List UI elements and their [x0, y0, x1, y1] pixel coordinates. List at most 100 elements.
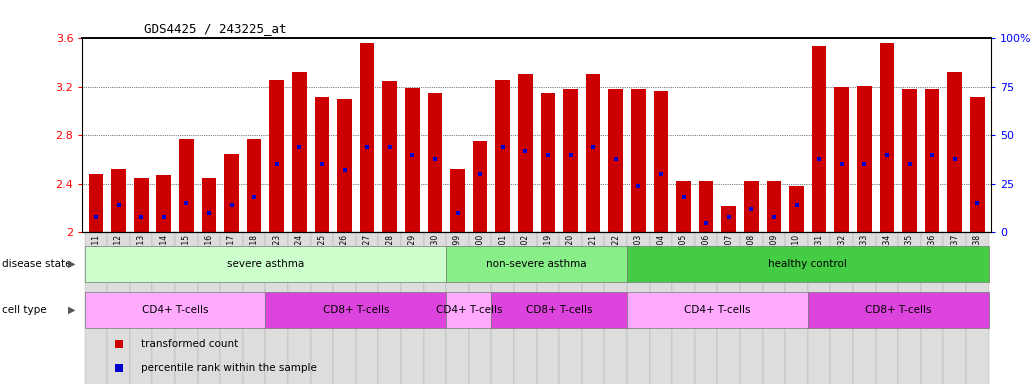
- Bar: [812, 46, 826, 232]
- Text: CD8+ T-cells: CD8+ T-cells: [526, 305, 592, 315]
- Bar: [808, 292, 989, 328]
- Text: cell type: cell type: [2, 305, 46, 315]
- Bar: [84, 292, 266, 328]
- Bar: [405, 88, 419, 232]
- Bar: [698, 181, 714, 232]
- Bar: [948, 72, 962, 232]
- Bar: [902, 89, 917, 232]
- Bar: [198, 232, 220, 384]
- Bar: [134, 178, 148, 232]
- Bar: [563, 89, 578, 232]
- Bar: [921, 232, 943, 384]
- Bar: [609, 89, 623, 232]
- Bar: [627, 246, 989, 282]
- Bar: [857, 86, 871, 232]
- Bar: [469, 232, 491, 384]
- Bar: [876, 232, 898, 384]
- Bar: [288, 232, 311, 384]
- Bar: [744, 181, 759, 232]
- Bar: [925, 89, 939, 232]
- Text: CD4+ T-cells: CD4+ T-cells: [436, 305, 502, 315]
- Bar: [179, 139, 194, 232]
- Bar: [695, 232, 718, 384]
- Bar: [311, 232, 334, 384]
- Text: percentile rank within the sample: percentile rank within the sample: [141, 363, 317, 373]
- Bar: [491, 292, 627, 328]
- Text: CD4+ T-cells: CD4+ T-cells: [684, 305, 751, 315]
- Bar: [378, 232, 401, 384]
- Bar: [291, 72, 307, 232]
- Bar: [130, 232, 152, 384]
- Bar: [84, 246, 446, 282]
- Bar: [541, 93, 555, 232]
- Bar: [518, 74, 533, 232]
- Text: transformed count: transformed count: [141, 339, 239, 349]
- Bar: [337, 99, 352, 232]
- Bar: [673, 232, 695, 384]
- Bar: [627, 292, 808, 328]
- Bar: [898, 232, 921, 384]
- Bar: [762, 232, 785, 384]
- Bar: [627, 232, 650, 384]
- Bar: [89, 174, 103, 232]
- Bar: [650, 232, 673, 384]
- Bar: [382, 81, 398, 232]
- Bar: [970, 96, 985, 232]
- Bar: [446, 232, 469, 384]
- Bar: [721, 206, 736, 232]
- Bar: [559, 232, 582, 384]
- Bar: [84, 232, 107, 384]
- Bar: [808, 232, 830, 384]
- Bar: [266, 232, 288, 384]
- Bar: [266, 292, 446, 328]
- Bar: [359, 43, 375, 232]
- Bar: [446, 292, 491, 328]
- Bar: [247, 139, 262, 232]
- Bar: [220, 232, 243, 384]
- Text: ▶: ▶: [68, 259, 75, 269]
- Bar: [880, 43, 894, 232]
- Bar: [654, 91, 668, 232]
- Text: GDS4425 / 243225_at: GDS4425 / 243225_at: [144, 22, 286, 35]
- Bar: [830, 232, 853, 384]
- Bar: [582, 232, 605, 384]
- Bar: [446, 246, 627, 282]
- Bar: [718, 232, 740, 384]
- Bar: [495, 79, 510, 232]
- Bar: [853, 232, 875, 384]
- Text: non-severe asthma: non-severe asthma: [486, 259, 587, 269]
- Bar: [834, 87, 849, 232]
- Bar: [111, 169, 126, 232]
- Bar: [107, 232, 130, 384]
- Bar: [473, 141, 487, 232]
- Text: CD8+ T-cells: CD8+ T-cells: [322, 305, 389, 315]
- Text: severe asthma: severe asthma: [227, 259, 304, 269]
- Text: disease state: disease state: [2, 259, 71, 269]
- Bar: [785, 232, 808, 384]
- Bar: [537, 232, 559, 384]
- Bar: [605, 232, 627, 384]
- Bar: [175, 232, 198, 384]
- Bar: [401, 232, 423, 384]
- Bar: [334, 232, 355, 384]
- Bar: [270, 79, 284, 232]
- Bar: [157, 175, 171, 232]
- Bar: [427, 93, 442, 232]
- Bar: [586, 74, 600, 232]
- Bar: [225, 154, 239, 232]
- Bar: [631, 89, 646, 232]
- Bar: [766, 181, 782, 232]
- Bar: [676, 181, 691, 232]
- Bar: [789, 186, 803, 232]
- Bar: [966, 232, 989, 384]
- Bar: [491, 232, 514, 384]
- Bar: [355, 232, 378, 384]
- Bar: [152, 232, 175, 384]
- Bar: [202, 178, 216, 232]
- Bar: [243, 232, 266, 384]
- Text: CD8+ T-cells: CD8+ T-cells: [865, 305, 931, 315]
- Bar: [423, 232, 446, 384]
- Text: CD4+ T-cells: CD4+ T-cells: [142, 305, 208, 315]
- Text: healthy control: healthy control: [768, 259, 848, 269]
- Bar: [943, 232, 966, 384]
